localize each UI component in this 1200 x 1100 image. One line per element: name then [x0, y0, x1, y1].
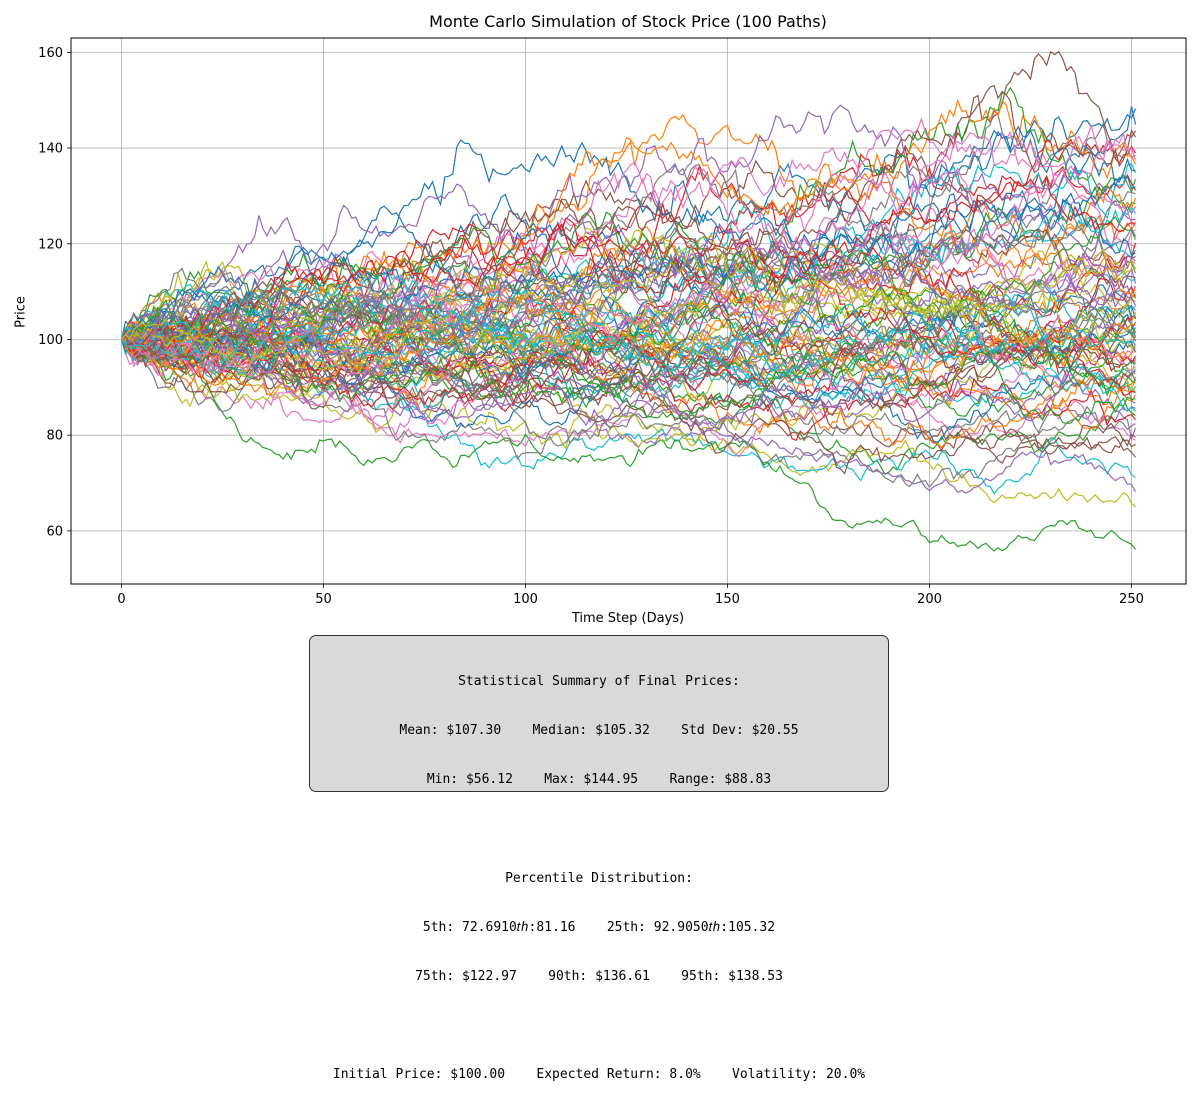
- monte-carlo-chart: 0 50 100 150 200 250 60 80 100 120 140 160: [38, 37, 1187, 607]
- simulation-path-98: [121, 226, 1137, 352]
- simulation-path-99: [121, 246, 1136, 373]
- x-tick-label: 50: [315, 592, 332, 607]
- y-tick-label: 140: [38, 142, 63, 157]
- simulation-path-67: [121, 123, 1137, 341]
- simulation-path-66: [121, 323, 1136, 409]
- simulation-path-83: [121, 211, 1137, 346]
- plot-frame: [70, 37, 1187, 585]
- y-tick-label: 120: [38, 237, 63, 252]
- simulation-path-91: [121, 192, 1136, 340]
- statistical-summary-box: Statistical Summary of Final Prices: Mea…: [309, 635, 889, 1082]
- simulation-path-1: [120, 108, 1137, 340]
- simulation-path-95: [120, 213, 1137, 352]
- simulation-path-72: [121, 185, 1137, 371]
- simulation-path-100: [121, 268, 1136, 365]
- simulation-path-63: [120, 303, 1136, 425]
- simulation-path-68: [120, 337, 1136, 489]
- simulation-path-9: [121, 335, 1136, 508]
- y-axis-label: Price: [13, 296, 29, 328]
- summary-spacer: [310, 821, 888, 837]
- simulation-path-62: [121, 137, 1136, 354]
- simulation-path-90: [121, 293, 1136, 412]
- simulation-parameters: Initial Price: $100.00 Expected Return: …: [332, 1067, 866, 1083]
- simulation-path-34: [121, 328, 1136, 442]
- chart-title: Monte Carlo Simulation of Stock Price (1…: [429, 12, 827, 31]
- percentile-high: 75th: $122.97 90th: $136.61 95th: $138.5…: [415, 969, 783, 985]
- simulation-path-89: [121, 273, 1137, 375]
- summary-mean-median-std: Mean: $107.30 Median: $105.32 Std Dev: $…: [399, 723, 799, 739]
- simulation-path-28: [120, 109, 1136, 352]
- simulation-path-19: [121, 329, 1136, 450]
- simulation-path-84: [120, 217, 1136, 396]
- simulation-path-93: [120, 299, 1136, 419]
- y-tick-label: 60: [46, 524, 63, 539]
- x-tick-label: 150: [715, 592, 740, 607]
- percentile-low: 5th: 72.6910𝑡ℎ:81.16 25th: 92.9050𝑡ℎ:105…: [422, 919, 776, 935]
- summary-spacer-2: [310, 1018, 888, 1034]
- simulation-path-13: [120, 335, 1136, 552]
- simulation-paths: [120, 50, 1137, 552]
- simulation-path-94: [121, 177, 1136, 348]
- simulation-path-37: [120, 117, 1136, 377]
- simulation-path-50: [120, 205, 1137, 364]
- x-axis-label: Time Step (Days): [571, 611, 685, 626]
- x-tick-label: 250: [1119, 592, 1144, 607]
- simulation-path-56: [120, 84, 1137, 375]
- simulation-path-97: [121, 143, 1136, 378]
- simulation-path-76: [120, 311, 1136, 475]
- x-tick-label: 100: [513, 592, 538, 607]
- summary-min-max-range: Min: $56.12 Max: $144.95 Range: $88.83: [426, 772, 772, 788]
- y-tick-label: 160: [38, 46, 63, 61]
- simulation-path-35: [121, 104, 1136, 355]
- simulation-path-55: [121, 315, 1136, 427]
- x-tick-label: 0: [117, 592, 125, 607]
- x-tick-label: 200: [917, 592, 942, 607]
- simulation-path-81: [120, 157, 1136, 383]
- simulation-path-51: [121, 125, 1136, 347]
- simulation-path-96: [121, 302, 1137, 410]
- y-tick-label: 80: [46, 429, 63, 444]
- summary-heading: Statistical Summary of Final Prices:: [458, 673, 740, 689]
- axis-ticks: 0 50 100 150 200 250 60 80 100 120 140 160: [38, 46, 1144, 607]
- percentile-heading: Percentile Distribution:: [505, 870, 693, 886]
- y-tick-label: 100: [38, 333, 63, 348]
